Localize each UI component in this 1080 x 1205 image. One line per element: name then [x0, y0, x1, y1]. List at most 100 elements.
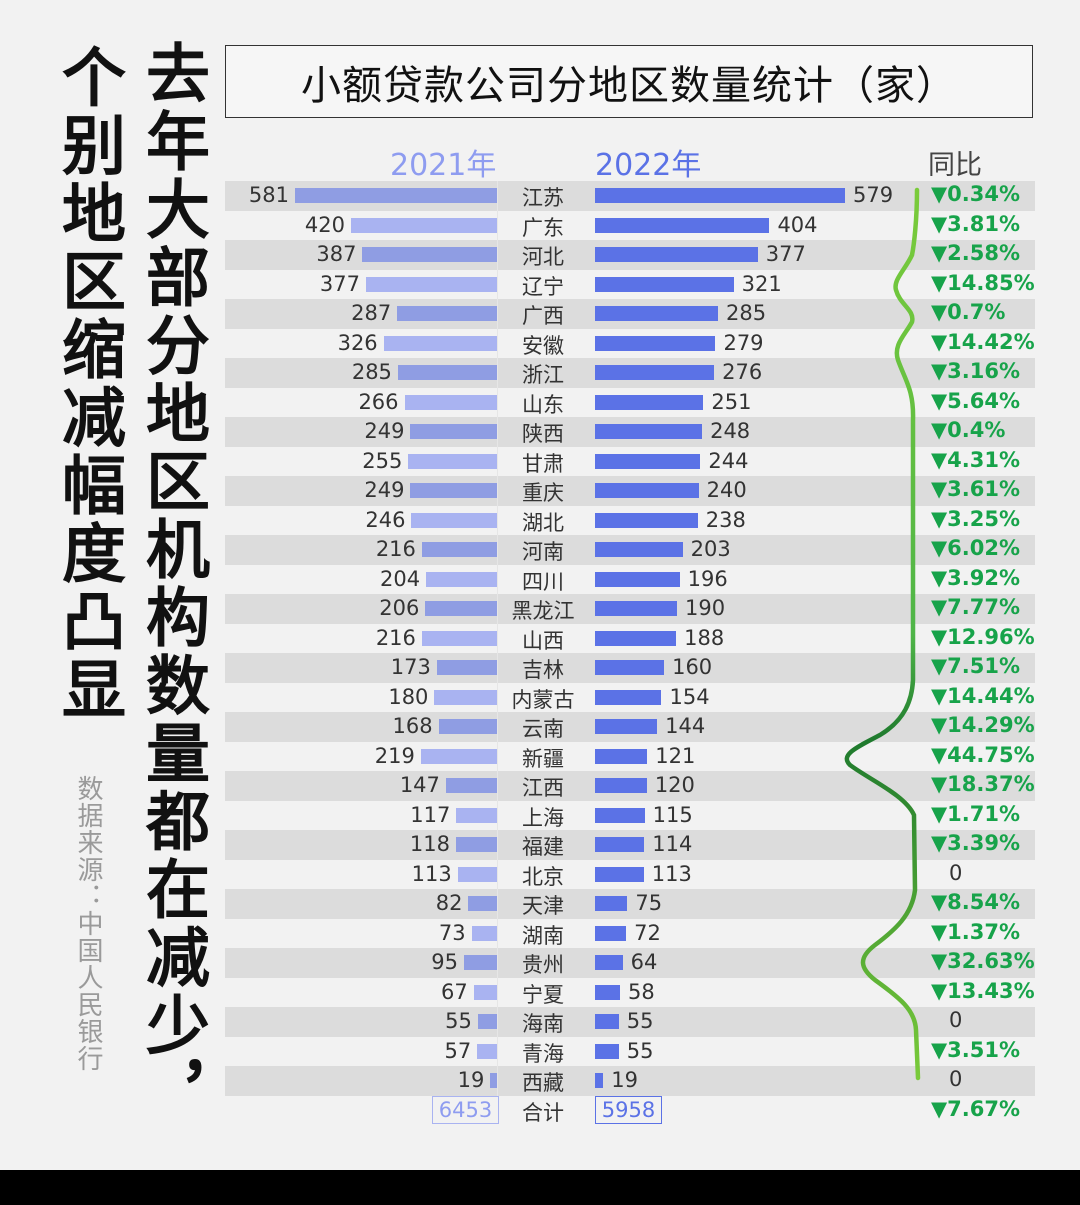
value-2021: 117 — [410, 802, 451, 827]
table-row: 82 天津 75 ▼8.54% — [225, 889, 1035, 919]
bar-2021 — [383, 335, 497, 351]
value-2022: 120 — [654, 773, 695, 797]
bar-2021 — [408, 453, 497, 469]
bar-2022 — [595, 866, 644, 882]
value-2022: 203 — [690, 537, 731, 561]
column-divider — [497, 977, 498, 1007]
table-row: 95 贵州 64 ▼32.63% — [225, 948, 1035, 978]
value-2022: 240 — [706, 478, 747, 502]
column-divider — [497, 1066, 498, 1096]
region-name: 四川 — [522, 569, 564, 594]
yoy-value: ▼4.31% — [931, 447, 1021, 472]
yoy-value: ▼1.37% — [931, 919, 1021, 944]
value-2022: 58 — [628, 979, 655, 1004]
value-2022: 113 — [651, 861, 692, 886]
yoy-value: ▼3.39% — [931, 831, 1021, 855]
bar-2022 — [595, 335, 716, 351]
bar-2022 — [595, 807, 645, 823]
value-2022: 276 — [722, 360, 763, 384]
yoy-value: ▼14.85% — [931, 270, 1035, 295]
column-divider — [497, 564, 498, 594]
column-divider — [497, 181, 498, 211]
bar-2022 — [595, 689, 662, 705]
table-row: 326 安徽 279 ▼14.42% — [225, 328, 1035, 358]
value-2021: 82 — [435, 891, 463, 915]
table-row: 173 吉林 160 ▼7.51% — [225, 653, 1035, 683]
yoy-value: ▼8.54% — [931, 890, 1021, 914]
bar-2021 — [438, 719, 497, 734]
value-2022: 154 — [669, 684, 710, 709]
yoy-value: ▼3.61% — [931, 477, 1021, 501]
value-2021: 285 — [351, 360, 392, 384]
yoy-value: ▼0.4% — [931, 418, 1006, 442]
bar-2022 — [595, 483, 699, 498]
value-2021: 118 — [409, 832, 450, 856]
table-row: 19 西藏 19 0 — [225, 1066, 1035, 1096]
value-2022: 404 — [777, 212, 818, 237]
yoy-value: ▼1.71% — [931, 801, 1021, 826]
yoy-value: ▼7.51% — [931, 654, 1021, 678]
yoy-value: ▼14.29% — [931, 713, 1035, 737]
yoy-value: ▼3.81% — [931, 211, 1021, 236]
bar-2021 — [490, 1073, 497, 1088]
bar-2021 — [456, 807, 497, 823]
table-row: 255 甘肃 244 ▼4.31% — [225, 446, 1035, 476]
yoy-value: 0 — [949, 860, 963, 885]
column-divider — [497, 918, 498, 948]
column-divider — [497, 240, 498, 270]
value-2022: 377 — [765, 242, 806, 266]
region-name: 山东 — [522, 392, 564, 417]
table-row: 216 山西 188 ▼12.96% — [225, 623, 1035, 653]
value-2021: 255 — [362, 448, 403, 473]
bar-2022 — [595, 247, 758, 262]
region-name: 上海 — [522, 805, 564, 830]
bar-2021 — [410, 483, 497, 498]
value-2022: 196 — [687, 566, 728, 591]
value-2021: 377 — [319, 271, 360, 296]
table-row: 377 辽宁 321 ▼14.85% — [225, 269, 1035, 299]
bar-2021 — [473, 984, 497, 1000]
value-2022: 238 — [705, 507, 746, 532]
column-divider — [497, 446, 498, 476]
value-2021: 73 — [438, 920, 466, 945]
region-name: 内蒙古 — [511, 687, 575, 712]
total-2021: 6453 — [432, 1096, 499, 1124]
column-divider — [497, 712, 498, 742]
bar-2022 — [595, 188, 845, 203]
column-divider — [497, 594, 498, 624]
table-row: 73 湖南 72 ▼1.37% — [225, 918, 1035, 948]
table-row: 219 新疆 121 ▼44.75% — [225, 741, 1035, 771]
bar-2022 — [595, 365, 715, 380]
bar-2021 — [457, 866, 497, 882]
region-name: 贵州 — [522, 953, 564, 977]
value-2022: 251 — [711, 389, 752, 414]
region-name: 广西 — [522, 304, 564, 328]
bar-2021 — [477, 1014, 497, 1029]
column-divider — [497, 299, 498, 329]
bar-2022 — [595, 984, 621, 1000]
bar-2021 — [362, 247, 497, 262]
value-2022: 64 — [630, 950, 658, 974]
bar-2021 — [426, 571, 497, 587]
value-2022: 55 — [626, 1009, 654, 1033]
value-2021: 216 — [375, 625, 416, 650]
value-2021: 219 — [374, 743, 415, 768]
region-name: 湖北 — [522, 510, 564, 535]
column-divider — [497, 948, 498, 978]
value-2022: 55 — [626, 1038, 654, 1063]
value-2021: 266 — [358, 389, 399, 414]
table-row: 118 福建 114 ▼3.39% — [225, 830, 1035, 860]
column-divider — [497, 269, 498, 299]
bar-2022 — [595, 719, 658, 734]
value-2021: 67 — [440, 979, 468, 1004]
bar-2022 — [595, 896, 628, 911]
region-name: 辽宁 — [522, 274, 564, 299]
header-2022: 2022年 — [595, 148, 702, 183]
total-row: 6453 合计 5958 ▼7.67% — [225, 1096, 1035, 1126]
bar-2021 — [404, 394, 497, 410]
bar-2021 — [420, 748, 497, 764]
column-divider — [497, 476, 498, 506]
region-name: 江苏 — [522, 186, 564, 210]
column-divider — [497, 210, 498, 240]
bar-2021 — [397, 365, 497, 380]
